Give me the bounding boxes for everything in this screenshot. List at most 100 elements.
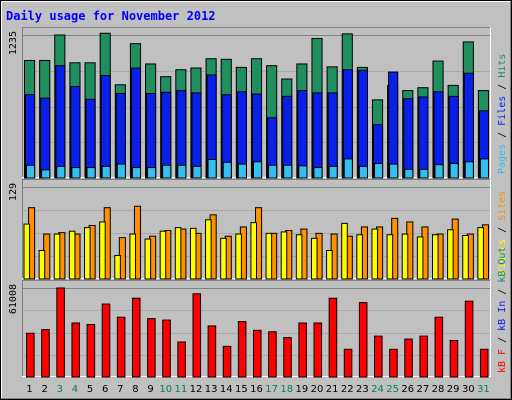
bar-kbytes-day-25	[389, 348, 398, 378]
bar-visits-day-4	[68, 230, 76, 280]
bar-visits-day-14	[220, 237, 227, 280]
bar-kbytes-day-10	[162, 319, 171, 378]
bar-pages-day-12	[192, 165, 202, 179]
side-legend-item-visits-0: Visits	[497, 239, 508, 275]
bar-files-day-21	[327, 92, 338, 179]
bar-kbytes-day-21	[328, 297, 338, 378]
bar-pages-day-17	[268, 164, 278, 179]
bar-pages-day-24	[373, 163, 384, 179]
bar-pages-day-14	[222, 161, 232, 179]
bar-pages-day-15	[237, 163, 247, 179]
bar-pages-day-20	[313, 167, 323, 179]
bar-kbytes-day-23	[358, 302, 368, 378]
bar-visits-day-27	[416, 236, 424, 280]
bar-visits-day-3	[53, 233, 61, 280]
bar-visits-day-19	[295, 234, 303, 280]
x-label-day-17: 17	[265, 384, 278, 395]
bar-kbytes-day-18	[283, 337, 292, 378]
x-label-day-31: 31	[477, 384, 490, 395]
side-legend-hits: Pages / Files / Hits	[497, 54, 508, 174]
bar-pages-day-28	[434, 164, 444, 179]
bar-kbytes-day-4	[71, 322, 81, 378]
bar-visits-day-6	[99, 221, 106, 280]
bar-pages-day-19	[298, 165, 308, 179]
bar-visits-day-20	[310, 237, 318, 280]
x-label-day-28: 28	[432, 384, 445, 395]
bar-pages-day-7	[116, 163, 126, 179]
bar-pages-day-22	[343, 158, 353, 179]
bar-pages-day-10	[162, 164, 172, 179]
bar-kbytes-day-11	[177, 341, 186, 378]
bar-files-day-19	[297, 90, 308, 179]
bar-files-day-9	[146, 92, 157, 179]
bar-files-day-23	[357, 69, 368, 179]
side-legend-item-kbytes-2: kB In	[497, 301, 508, 337]
x-label-day-29: 29	[447, 384, 460, 395]
x-label-day-5: 5	[87, 384, 93, 395]
bar-kbytes-day-29	[449, 340, 459, 378]
bar-kbytes-day-30	[464, 300, 474, 378]
y-max-label-hits: 1235	[8, 31, 19, 55]
x-label-day-4: 4	[72, 384, 78, 395]
bar-pages-day-8	[131, 167, 142, 179]
x-label-day-6: 6	[102, 384, 108, 395]
x-label-day-11: 11	[174, 384, 187, 395]
bar-files-day-2	[40, 97, 51, 179]
bar-files-day-5	[85, 98, 96, 179]
bar-visits-day-25	[386, 234, 394, 280]
bar-kbytes-day-15	[237, 321, 247, 378]
bar-kbytes-day-22	[343, 348, 353, 378]
bar-pages-day-4	[71, 167, 81, 179]
x-label-day-10: 10	[159, 384, 172, 395]
bar-visits-day-26	[401, 233, 409, 280]
bar-visits-day-16	[250, 222, 258, 280]
bar-files-day-6	[100, 75, 111, 179]
x-label-day-14: 14	[220, 384, 233, 395]
bar-files-day-4	[70, 86, 81, 179]
bar-kbytes-day-17	[268, 331, 277, 378]
x-label-day-12: 12	[190, 384, 203, 395]
bar-kbytes-day-6	[101, 303, 111, 378]
bar-pages-day-31	[479, 158, 490, 179]
side-legend-visits: Visits / Sites	[497, 191, 508, 275]
bar-visits-day-31	[477, 227, 484, 280]
bar-kbytes-day-9	[147, 318, 156, 378]
x-label-day-26: 26	[401, 384, 414, 395]
y-max-label-kbytes: 61008	[8, 284, 19, 314]
x-label-day-8: 8	[132, 384, 138, 395]
bar-kbytes-day-8	[131, 297, 141, 378]
bar-kbytes-day-19	[298, 322, 307, 378]
x-label-day-19: 19	[296, 384, 309, 395]
x-label-day-18: 18	[280, 384, 293, 395]
bar-pages-day-1	[26, 164, 36, 179]
x-label-day-21: 21	[326, 384, 339, 395]
bar-pages-day-11	[177, 164, 187, 179]
bar-visits-day-30	[462, 234, 469, 280]
side-legend-kbytes: kB F / kB In / kB Out	[497, 247, 508, 373]
side-legend-item-kbytes-4: kB Out	[497, 247, 508, 289]
bar-kbytes-day-20	[313, 322, 323, 378]
bar-files-day-27	[418, 96, 429, 179]
bar-pages-day-3	[56, 165, 66, 179]
bar-pages-day-30	[464, 161, 474, 179]
bar-pages-day-25	[389, 163, 399, 179]
bar-pages-day-21	[328, 165, 338, 179]
bar-kbytes-day-1	[26, 332, 35, 378]
x-label-day-25: 25	[386, 384, 399, 395]
bar-visits-day-22	[341, 222, 348, 280]
bar-pages-day-26	[404, 168, 414, 179]
bar-visits-day-17	[265, 232, 273, 280]
side-legend-item-hits-3: /	[497, 84, 508, 96]
side-legend-item-hits-4: Hits	[497, 54, 508, 84]
bar-pages-day-18	[283, 164, 293, 179]
x-label-day-15: 15	[235, 384, 248, 395]
bar-pages-day-23	[358, 165, 368, 179]
side-legend-item-kbytes-1: /	[497, 337, 508, 349]
bar-pages-day-5	[86, 167, 96, 179]
x-label-day-13: 13	[205, 384, 218, 395]
x-label-day-23: 23	[356, 384, 369, 395]
side-legend-item-kbytes-3: /	[497, 289, 508, 301]
side-legend-item-hits-0: Pages	[497, 144, 508, 174]
bar-visits-day-13	[205, 219, 212, 280]
